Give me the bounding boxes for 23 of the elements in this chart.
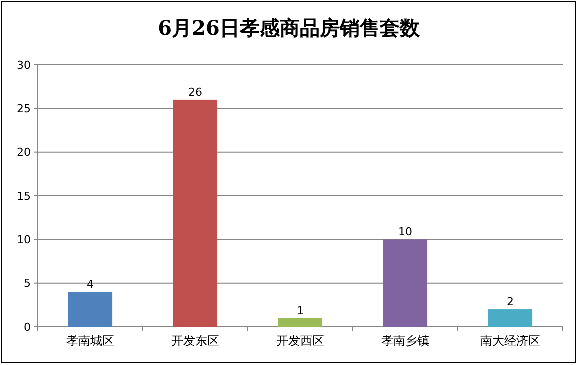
x-tick-label: 南大经济区 [480, 334, 540, 348]
x-tick-label: 孝南城区 [66, 334, 114, 348]
y-tick-label: 10 [17, 234, 31, 247]
y-tick-label: 15 [17, 190, 31, 203]
data-label: 1 [297, 304, 304, 318]
y-tick-label: 25 [17, 102, 31, 116]
x-tick-label: 开发东区 [172, 334, 220, 348]
y-tick-label: 0 [24, 320, 31, 334]
data-label: 10 [398, 226, 412, 239]
data-label: 26 [188, 86, 202, 99]
data-label: 2 [507, 296, 514, 309]
chart-title: 6月26日孝感商品房销售套数 [158, 16, 421, 40]
y-tick-label: 20 [17, 146, 31, 160]
bar [488, 310, 533, 327]
y-tick-label: 5 [24, 277, 31, 290]
x-tick-label: 孝南乡镇 [382, 334, 430, 348]
bar [383, 240, 428, 327]
data-label: 4 [87, 278, 94, 292]
bar [68, 292, 113, 327]
y-tick-label: 30 [17, 58, 31, 72]
bar [173, 100, 218, 327]
x-tick-label: 开发西区 [276, 334, 324, 348]
bar [278, 318, 323, 327]
